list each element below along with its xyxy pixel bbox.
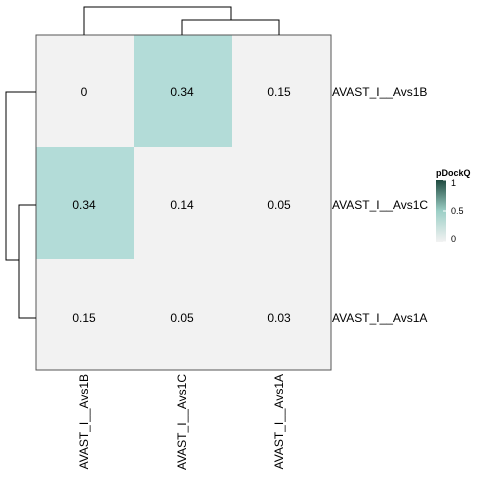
cell-value-label: 0.34: [72, 198, 96, 212]
legend-tick-label: 1: [451, 178, 456, 188]
row-label: AVAST_I__Avs1C: [332, 198, 428, 212]
cell-value-labels: 0 0.34 0.15 0.34 0.14 0.05 0.15 0.05 0.03: [72, 85, 291, 325]
column-label: AVAST_I__Avs1C: [175, 374, 189, 470]
row-labels: AVAST_I__Avs1B AVAST_I__Avs1C AVAST_I__Avs…: [332, 85, 428, 325]
column-label: AVAST_I__Avs1A: [272, 374, 286, 469]
heatmap-cell: [232, 259, 331, 370]
legend-tick-label: 0.5: [451, 206, 464, 216]
heatmap-cell: [232, 147, 331, 259]
row-label: AVAST_I__Avs1B: [332, 85, 427, 99]
heatmap-cell: [134, 147, 232, 259]
legend-tick-label: 0: [451, 234, 456, 244]
heatmap-cell: [36, 35, 134, 147]
heatmap-cells: [36, 35, 331, 370]
legend-title: pDockQ: [436, 168, 471, 178]
heatmap-cell: [36, 147, 134, 259]
column-dendrogram: [83, 6, 280, 35]
column-labels: AVAST_I__Avs1B AVAST_I__Avs1C AVAST_I__Avs…: [77, 374, 286, 470]
cell-value-label: 0.34: [170, 85, 194, 99]
row-dendrogram: [5, 91, 36, 319]
heatmap-cell: [134, 35, 232, 147]
cell-value-label: 0.15: [267, 85, 291, 99]
cell-value-label: 0.05: [267, 198, 291, 212]
heatmap-border: [35, 34, 332, 371]
heatmap-cell: [134, 259, 232, 370]
row-label: AVAST_I__Avs1A: [332, 311, 427, 325]
heatmap-cell: [232, 35, 331, 147]
cell-value-label: 0: [81, 85, 88, 99]
column-label: AVAST_I__Avs1B: [77, 374, 91, 469]
cell-value-label: 0.14: [170, 198, 194, 212]
cell-value-label: 0.05: [170, 311, 194, 325]
color-legend: pDockQ 1 0.5 0: [436, 168, 471, 244]
cell-value-label: 0.03: [267, 311, 291, 325]
cell-value-label: 0.15: [72, 311, 96, 325]
heatmap-cell: [36, 259, 134, 370]
legend-colorbar: [436, 180, 446, 242]
